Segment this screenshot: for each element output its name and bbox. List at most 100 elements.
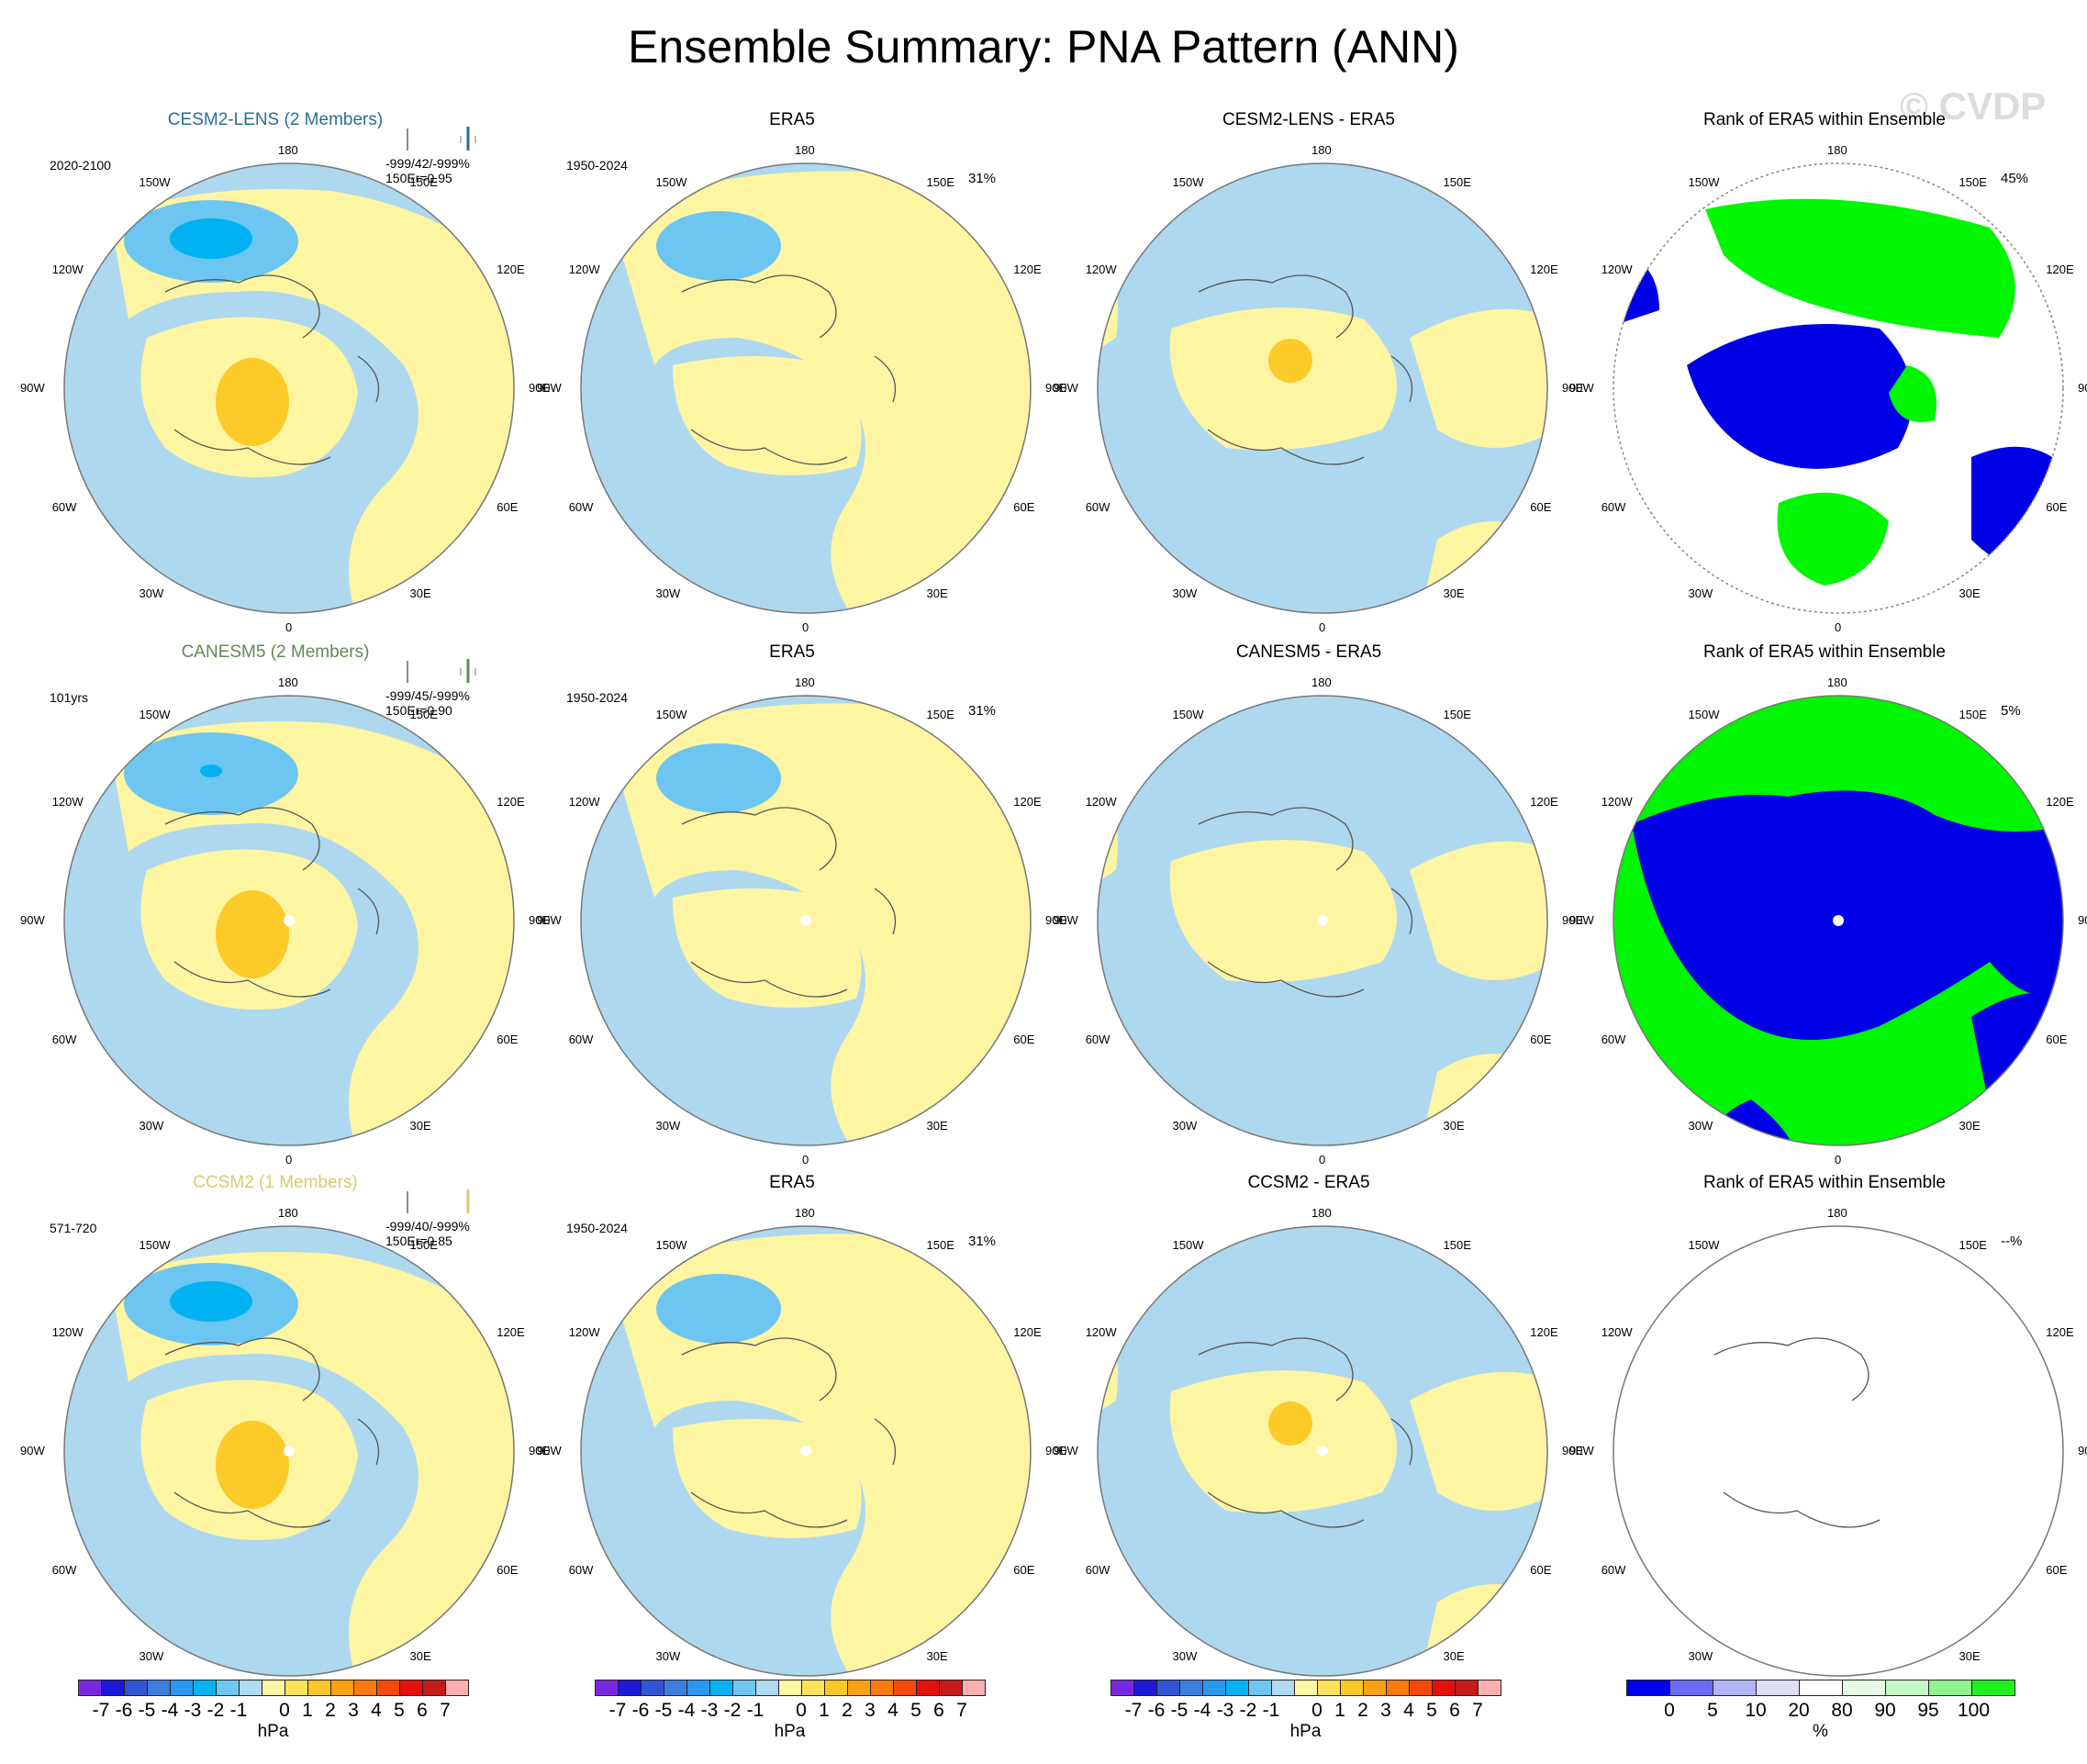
lon-label-west: 90W <box>20 381 45 395</box>
lon-label-west: 150W <box>1172 1237 1204 1252</box>
map-boundary <box>1097 695 1548 1146</box>
colorbar-tick-label: 0 <box>796 1700 807 1721</box>
colorbar-cell <box>641 1680 664 1696</box>
lon-label-west: 120W <box>1601 794 1633 809</box>
coastline <box>1198 1337 1413 1528</box>
polar-map <box>1097 162 1548 614</box>
pattern-pct-label: 31% <box>968 1234 997 1249</box>
lon-label-top: 180 <box>795 143 815 157</box>
colorbar-cell <box>1225 1680 1249 1696</box>
colorbar-cell <box>1156 1680 1180 1696</box>
lon-label-west: 60W <box>51 1032 77 1046</box>
lon-label-west: 150W <box>1172 174 1204 189</box>
lon-label-west: 150W <box>1688 707 1720 721</box>
polar-map <box>1613 162 2064 614</box>
lon-label-top: 180 <box>1827 143 1847 157</box>
lon-label-west: 90W <box>1054 913 1078 927</box>
panel-title: CCSM2 - ERA5 <box>1247 1173 1370 1192</box>
colorbar-cell <box>1626 1680 1670 1696</box>
lon-label-east: 30E <box>1443 1119 1465 1133</box>
colorbar-tick-label: -7 <box>1124 1700 1143 1721</box>
colorbar-cell <box>445 1680 469 1696</box>
colorbar-tick-label: 0 <box>1664 1700 1675 1721</box>
colorbar-tick-label: 0 <box>279 1700 290 1721</box>
panel-rank-row2: Rank of ERA5 within Ensemble 180 0 150W 150E… <box>1568 642 2087 1175</box>
colorbar-cell <box>193 1680 217 1696</box>
lon-label-east: 30E <box>1959 1649 1981 1664</box>
lon-label-west: 90W <box>1569 1444 1594 1457</box>
lon-label-west: 120W <box>568 1324 600 1339</box>
lon-label-east: 120E <box>497 262 525 276</box>
lon-label-east: 30E <box>1443 586 1465 601</box>
map-boundary <box>1097 1225 1548 1677</box>
colorbar-cell <box>1271 1680 1295 1696</box>
rank-pct-label: 45% <box>2001 171 2029 186</box>
lon-label-west: 60W <box>568 1032 594 1046</box>
colorbar-cell <box>595 1680 619 1696</box>
colorbar-tick-label: 0 <box>1311 1700 1323 1721</box>
lon-label-west: 150W <box>655 707 687 721</box>
colorbar-cell <box>1294 1680 1318 1696</box>
colorbar-tick-label: 7 <box>1472 1700 1483 1721</box>
colorbar-tick-label: 4 <box>371 1700 382 1721</box>
colorbar-cell <box>1202 1680 1226 1696</box>
map-boundary <box>580 162 1032 614</box>
panel-title: Rank of ERA5 within Ensemble <box>1702 110 1946 129</box>
field-negative-strong <box>656 743 781 813</box>
lon-label-east: 90E <box>529 913 551 927</box>
panel-rank-row3: Rank of ERA5 within Ensemble1800150W150E… <box>1568 1173 2087 1705</box>
colorbar-unit: hPa <box>774 1722 806 1741</box>
colorbar-cell <box>422 1680 446 1696</box>
lon-label-west: 60W <box>1085 499 1110 514</box>
panel-model-row3: CCSM2 (1 Members)1800150W150E120W120E90W… <box>18 1173 550 1705</box>
lon-label-east: 30E <box>409 1649 431 1664</box>
lon-label-top: 180 <box>1827 1206 1847 1220</box>
lon-label-west: 120W <box>51 794 84 809</box>
field-positive-strong <box>216 1421 289 1509</box>
rank-high-region <box>1889 365 1936 422</box>
pole-marker <box>284 915 295 926</box>
stats-label: -999/40/-999% <box>385 1219 470 1234</box>
field-positive <box>110 189 514 613</box>
colorbar-cell <box>147 1680 171 1696</box>
lon-label-east: 60E <box>2046 499 2068 514</box>
colorbar-tick-label: 7 <box>956 1700 967 1721</box>
polar-map <box>63 1225 515 1677</box>
polar-map <box>1613 695 2064 1146</box>
lon-label-top: 180 <box>795 1206 815 1220</box>
colorbar-cell <box>1756 1680 1800 1696</box>
coastline <box>681 1337 897 1528</box>
field-negative-strong <box>656 1274 781 1344</box>
lon-label-east: 90E <box>1562 913 1584 927</box>
lon-label-west: 90W <box>537 913 562 927</box>
lon-label-east: 90E <box>1045 1444 1067 1457</box>
polar-map <box>1097 1225 1548 1677</box>
spread-ticks <box>407 659 476 683</box>
lon-label-east: 90E <box>529 381 551 395</box>
field-positive <box>1410 841 1547 980</box>
rank-pct-label: --% <box>2001 1234 2023 1249</box>
colorbar-cell <box>1248 1680 1272 1696</box>
colorbar-tick-label: 6 <box>417 1700 428 1721</box>
colorbar-cell <box>101 1680 125 1696</box>
colorbar-tick-label: 90 <box>1874 1700 1896 1721</box>
coastline <box>1713 1337 1881 1528</box>
colorbar-cell <box>962 1680 986 1696</box>
colorbar-tick-label: 3 <box>1380 1700 1391 1721</box>
field-positive <box>608 703 1031 1145</box>
lon-label-east: 60E <box>497 1032 519 1046</box>
field-positive-strong <box>1268 339 1312 383</box>
colorbar-tick-label: -3 <box>700 1700 719 1721</box>
colorbar-unit: hPa <box>257 1722 289 1741</box>
stats-label: -999/45/-999% <box>385 688 470 703</box>
panel-obs-row1: ERA5 180 0 150W 150E 120W 120E 90W 90E 60W 60E 30W 3… <box>535 110 1066 642</box>
lon-label-west: 30W <box>1688 586 1713 601</box>
field-negative-core <box>200 765 222 777</box>
lon-label-west: 150W <box>655 174 687 189</box>
lon-label-east: 30E <box>926 1119 948 1133</box>
colorbar-tick-label: -1 <box>1262 1700 1280 1721</box>
lon-label-east: 150E <box>926 1237 954 1252</box>
colorbar-tick-label: -1 <box>746 1700 764 1721</box>
lon-label-east: 120E <box>1530 794 1558 809</box>
colorbar-tick-label: 1 <box>1334 1700 1345 1721</box>
